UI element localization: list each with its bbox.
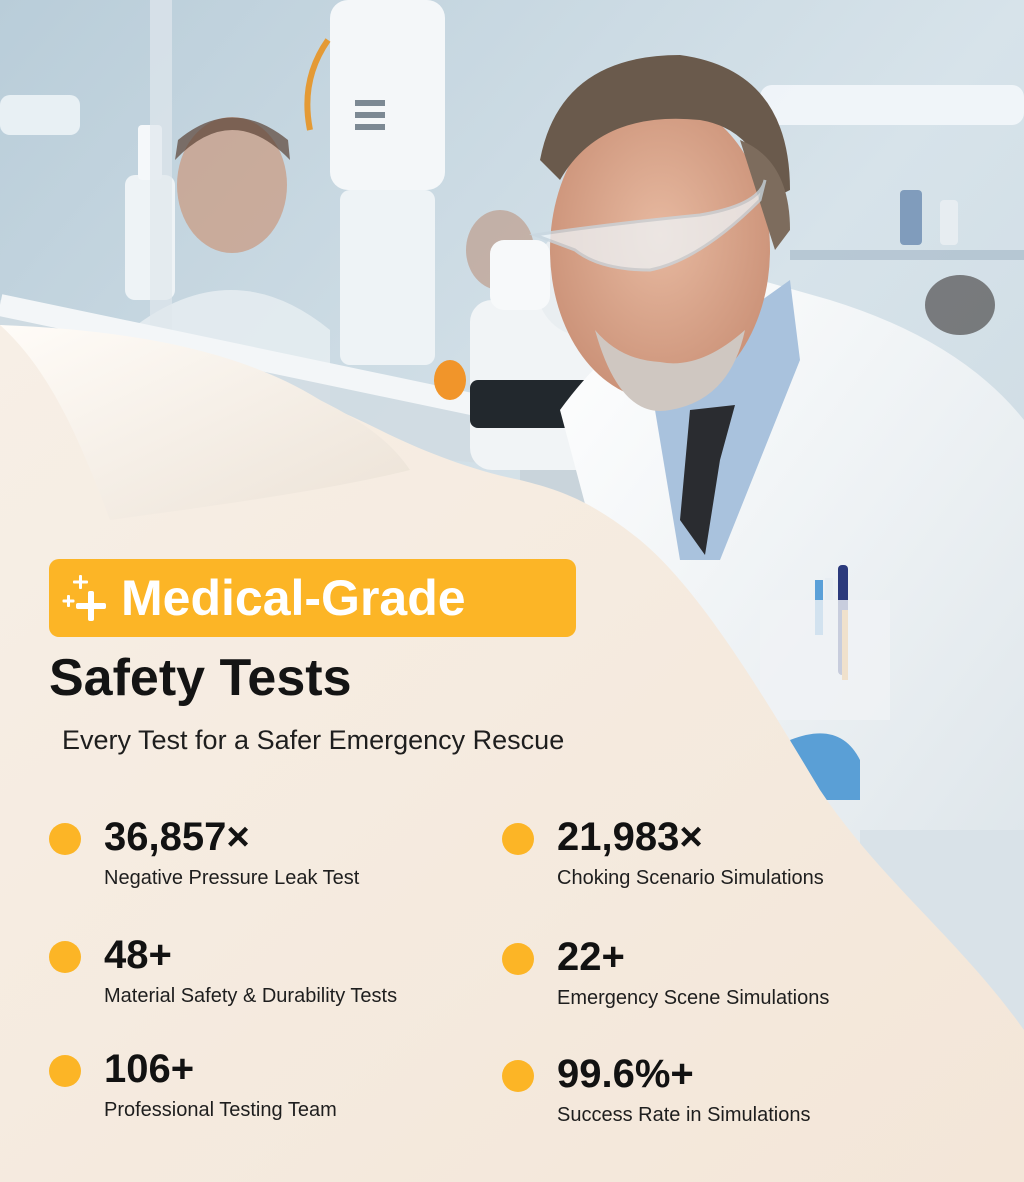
stat-item: 48+ Material Safety & Durability Tests bbox=[49, 931, 469, 1021]
page-subtitle: Every Test for a Safer Emergency Rescue bbox=[62, 725, 565, 755]
stat-label: Success Rate in Simulations bbox=[557, 1104, 811, 1126]
medical-grade-badge: Medical-Grade bbox=[49, 559, 576, 637]
stat-value: 48+ bbox=[104, 933, 172, 977]
stat-item: 22+ Emergency Scene Simulations bbox=[502, 933, 922, 1023]
badge-text: Medical-Grade bbox=[121, 570, 466, 626]
stat-value: 106+ bbox=[104, 1047, 195, 1091]
bullet-dot bbox=[502, 943, 534, 975]
stat-item: 36,857× Negative Pressure Leak Test bbox=[49, 813, 469, 903]
stat-value: 99.6%+ bbox=[557, 1052, 694, 1096]
stat-item: 106+ Professional Testing Team bbox=[49, 1045, 469, 1135]
bullet-dot bbox=[49, 941, 81, 973]
bullet-dot bbox=[502, 823, 534, 855]
stat-item: 21,983× Choking Scenario Simulations bbox=[502, 813, 922, 903]
bullet-dot bbox=[49, 823, 81, 855]
bullet-dot bbox=[502, 1060, 534, 1092]
sparkle-plus-icon bbox=[62, 575, 106, 621]
stat-value: 21,983× bbox=[557, 815, 703, 859]
stat-value: 22+ bbox=[557, 935, 625, 979]
stat-label: Choking Scenario Simulations bbox=[557, 867, 824, 889]
page-title: Safety Tests bbox=[49, 649, 352, 707]
stat-label: Emergency Scene Simulations bbox=[557, 987, 830, 1009]
stat-label: Material Safety & Durability Tests bbox=[104, 985, 398, 1007]
stat-value: 36,857× bbox=[104, 815, 250, 859]
stat-label: Negative Pressure Leak Test bbox=[104, 867, 360, 889]
bullet-dot bbox=[49, 1055, 81, 1087]
stat-label: Professional Testing Team bbox=[104, 1099, 337, 1121]
stat-item: 99.6%+ Success Rate in Simulations bbox=[502, 1050, 922, 1140]
